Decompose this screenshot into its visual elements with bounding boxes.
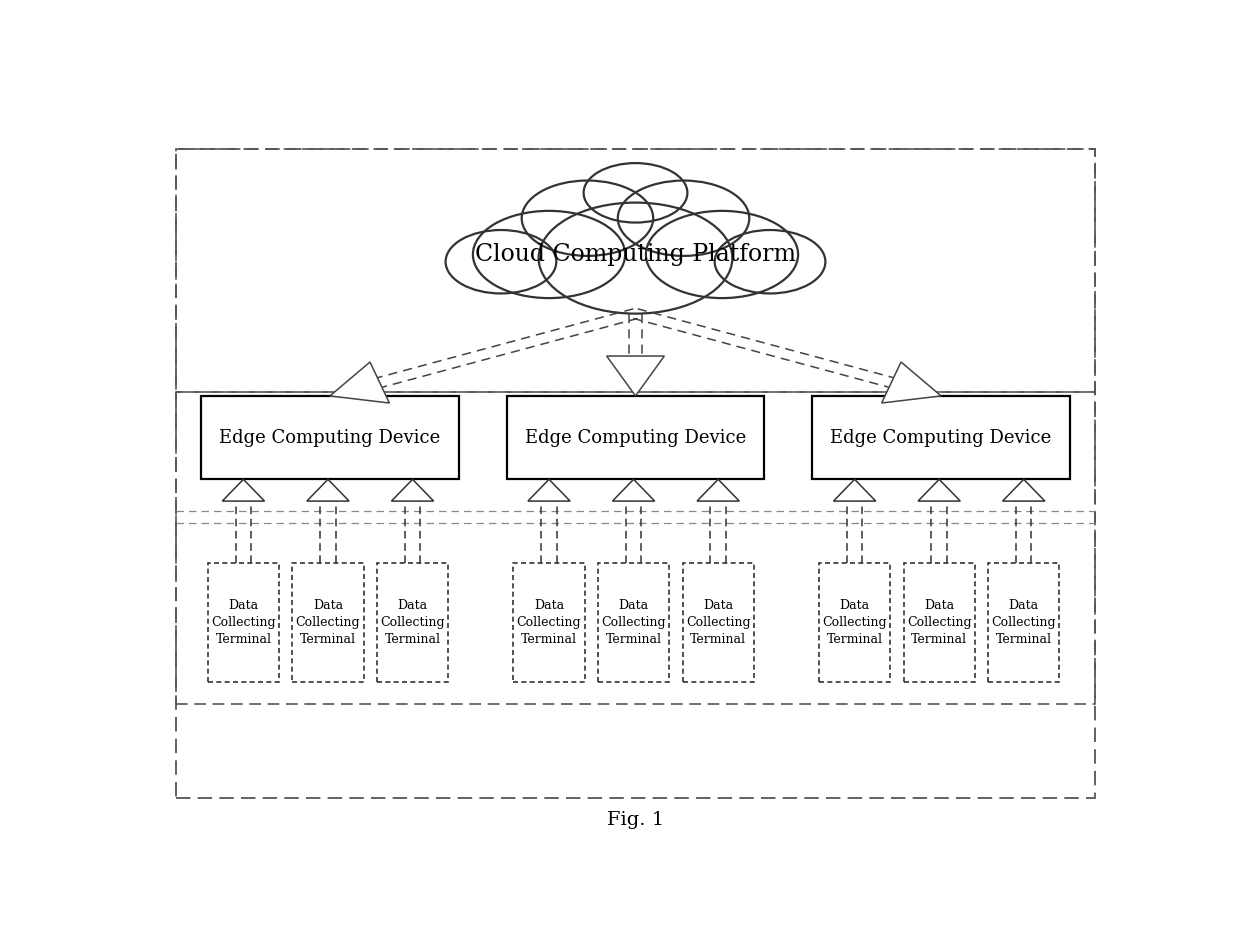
Ellipse shape — [618, 181, 749, 256]
Text: Data
Collecting
Terminal: Data Collecting Terminal — [822, 599, 887, 646]
Polygon shape — [882, 362, 941, 403]
Text: Data
Collecting
Terminal: Data Collecting Terminal — [601, 599, 666, 646]
Ellipse shape — [472, 211, 625, 298]
Polygon shape — [613, 479, 655, 501]
Bar — [507, 396, 764, 479]
Polygon shape — [306, 479, 350, 501]
Bar — [904, 562, 975, 682]
Bar — [812, 396, 1070, 479]
Polygon shape — [222, 479, 264, 501]
Text: Data
Collecting
Terminal: Data Collecting Terminal — [517, 599, 582, 646]
Bar — [513, 562, 584, 682]
Text: Fig. 1: Fig. 1 — [606, 811, 665, 829]
Text: Data
Collecting
Terminal: Data Collecting Terminal — [686, 599, 750, 646]
Bar — [988, 562, 1059, 682]
Bar — [176, 150, 1095, 392]
Polygon shape — [833, 479, 875, 501]
Ellipse shape — [445, 230, 557, 294]
Polygon shape — [606, 356, 665, 396]
Bar — [176, 150, 1095, 799]
Bar — [208, 562, 279, 682]
Ellipse shape — [584, 163, 687, 222]
Bar — [820, 562, 890, 682]
Polygon shape — [392, 479, 434, 501]
Ellipse shape — [522, 181, 653, 256]
Bar — [598, 562, 670, 682]
Bar — [293, 562, 363, 682]
Polygon shape — [330, 362, 389, 403]
Text: Data
Collecting
Terminal: Data Collecting Terminal — [211, 599, 275, 646]
Text: Cloud Computing Platform: Cloud Computing Platform — [475, 243, 796, 266]
Polygon shape — [918, 479, 960, 501]
Text: Data
Collecting
Terminal: Data Collecting Terminal — [381, 599, 445, 646]
Text: Edge Computing Device: Edge Computing Device — [525, 429, 746, 447]
Ellipse shape — [538, 203, 733, 314]
Text: Data
Collecting
Terminal: Data Collecting Terminal — [906, 599, 971, 646]
Bar — [377, 562, 448, 682]
Bar — [176, 392, 1095, 705]
Polygon shape — [697, 479, 739, 501]
Text: Data
Collecting
Terminal: Data Collecting Terminal — [295, 599, 361, 646]
Text: Edge Computing Device: Edge Computing Device — [831, 429, 1052, 447]
Ellipse shape — [714, 230, 826, 294]
Ellipse shape — [646, 211, 799, 298]
Polygon shape — [528, 479, 570, 501]
Bar — [201, 396, 459, 479]
Text: Data
Collecting
Terminal: Data Collecting Terminal — [992, 599, 1056, 646]
Bar — [682, 562, 754, 682]
Polygon shape — [1003, 479, 1045, 501]
Text: Edge Computing Device: Edge Computing Device — [219, 429, 440, 447]
